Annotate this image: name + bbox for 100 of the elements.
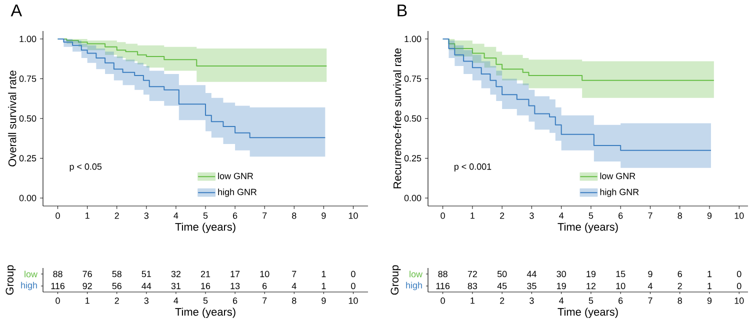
x-tick-label: 6 [618, 212, 623, 219]
y-tick-label: 1.00 [20, 36, 36, 42]
x-tick-label: 2 [500, 298, 504, 304]
data-label: 45 [497, 282, 507, 290]
data-label: 0 [351, 270, 356, 278]
x-tick-label: 10 [734, 298, 744, 304]
data-label: 88 [438, 270, 448, 278]
x-tick-label: 1 [470, 298, 475, 304]
x-tick-label: 1 [86, 212, 90, 219]
x-tick-label: 5 [588, 212, 594, 219]
data-label: 0 [736, 270, 742, 278]
data-label: 56 [112, 282, 122, 290]
x-tick-label: 10 [348, 298, 358, 304]
x-tick-label: 8 [678, 298, 682, 304]
data-label: 32 [171, 270, 180, 278]
data-label: 1 [322, 282, 326, 290]
data-label: 0 [736, 282, 742, 290]
x-axis-title: Time (years) [175, 222, 236, 233]
data-label: 0 [351, 282, 356, 290]
data-label: 6 [262, 282, 267, 290]
y-tick-label: low [410, 270, 423, 278]
data-label: 51 [142, 270, 151, 278]
x-axis-title: Time (years) [558, 308, 618, 318]
y-tick-label: high [406, 282, 422, 290]
x-tick-label: 10 [348, 212, 358, 219]
x-tick-label: 7 [262, 298, 267, 304]
x-tick-label: 2 [500, 212, 504, 219]
data-label: 4 [292, 282, 296, 290]
x-axis-title: Time (years) [558, 222, 618, 233]
annotation: p < 0.001 [454, 163, 492, 172]
x-tick-label: 8 [678, 212, 682, 219]
x-tick-label: 2 [114, 212, 119, 219]
data-label: 44 [142, 282, 152, 290]
x-tick-label: 4 [174, 298, 178, 304]
x-tick-label: 0 [440, 298, 445, 304]
x-tick-label: 4 [559, 212, 564, 219]
data-label: 35 [527, 282, 536, 290]
data-label: 83 [468, 282, 478, 290]
data-label: 116 [51, 282, 65, 290]
y-tick-label: 0.50 [404, 115, 422, 122]
chart-title: B [398, 4, 407, 16]
data-label: 4 [648, 282, 652, 290]
data-label: 7 [292, 270, 296, 278]
data-label: 1 [708, 270, 712, 278]
data-label: 30 [556, 270, 566, 278]
x-tick-label: 8 [292, 212, 296, 219]
y-tick-label: 0.75 [19, 76, 36, 82]
x-tick-label: 1 [86, 298, 90, 304]
data-label: 1 [708, 282, 712, 290]
data-label: 6 [678, 270, 682, 278]
data-label: 72 [468, 270, 477, 278]
x-tick-label: 4 [559, 298, 564, 304]
data-label: 10 [260, 270, 270, 278]
x-tick-label: 9 [322, 212, 326, 219]
y-tick-label: 1.00 [404, 36, 422, 42]
y-tick-label: 0.00 [404, 194, 422, 202]
data-label: 1 [322, 270, 326, 278]
data-label: 19 [586, 270, 596, 278]
data-label: 19 [557, 282, 566, 290]
y-axis-title: Group [390, 265, 401, 295]
legend-label: high GNR [600, 188, 639, 197]
data-label: 50 [497, 270, 507, 278]
y-tick-label: 0.25 [404, 155, 422, 162]
data-label: 9 [648, 270, 652, 278]
x-tick-label: 9 [322, 298, 326, 304]
annotation: p < 0.05 [70, 163, 102, 172]
x-tick-label: 3 [144, 212, 149, 219]
x-tick-label: 3 [530, 298, 534, 304]
x-tick-label: 3 [144, 298, 149, 304]
x-tick-label: 0 [56, 298, 60, 304]
data-label: 10 [616, 282, 626, 290]
data-label: 31 [171, 282, 180, 290]
y-tick-label: 0.50 [19, 115, 36, 122]
x-tick-label: 4 [174, 212, 178, 219]
x-tick-label: 5 [588, 298, 594, 304]
x-tick-label: 2 [114, 298, 119, 304]
data-label: 21 [200, 270, 210, 278]
x-tick-label: 7 [648, 298, 652, 304]
data-label: 58 [112, 270, 122, 278]
data-label: 13 [230, 282, 240, 290]
data-label: 2 [678, 282, 682, 290]
x-tick-label: 9 [707, 212, 712, 219]
x-tick-label: 8 [292, 298, 296, 304]
y-tick-label: 0.75 [404, 76, 422, 82]
data-label: 15 [616, 270, 626, 278]
x-tick-label: 0 [56, 212, 60, 219]
x-tick-label: 10 [734, 212, 744, 219]
x-tick-label: 5 [203, 212, 208, 219]
data-label: 12 [586, 282, 596, 290]
x-tick-label: 0 [440, 212, 445, 219]
x-tick-label: 7 [648, 212, 652, 219]
data-label: 16 [201, 282, 210, 290]
x-tick-label: 7 [262, 212, 267, 219]
x-tick-label: 6 [233, 298, 238, 304]
data-label: 76 [82, 270, 92, 278]
x-tick-label: 5 [203, 298, 208, 304]
x-tick-label: 1 [470, 212, 475, 219]
legend-label: low GNR [600, 172, 636, 180]
data-label: 116 [436, 282, 450, 290]
y-tick-label: 0.00 [19, 194, 36, 202]
